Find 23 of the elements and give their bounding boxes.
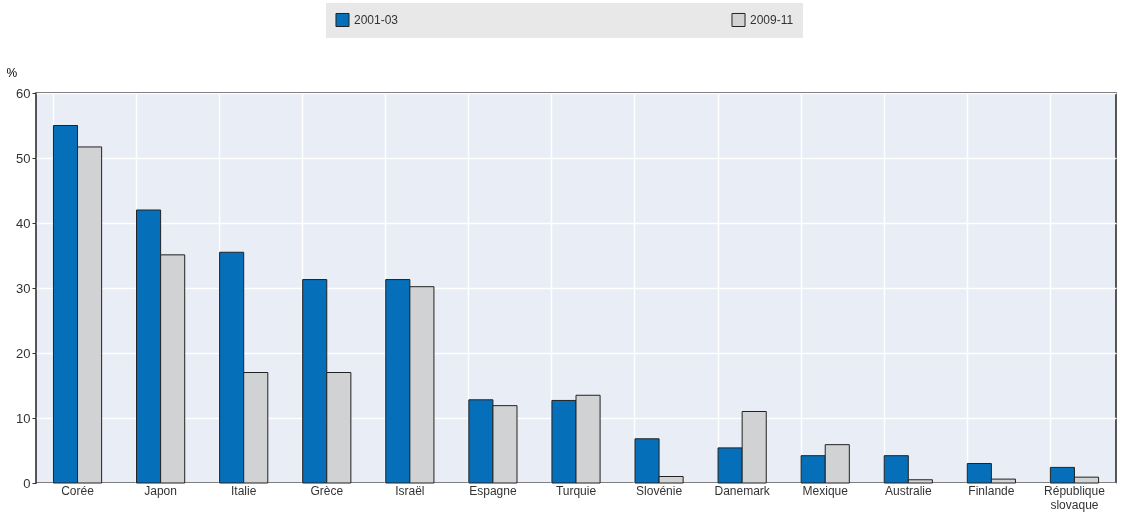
y-tick-label: 20 bbox=[16, 345, 31, 361]
x-tick-label: Slovénie bbox=[636, 483, 683, 498]
y-tick-label: 0 bbox=[23, 475, 31, 491]
x-tick-label: Australie bbox=[884, 483, 932, 498]
x-tick-label: République slovaque bbox=[1044, 483, 1106, 512]
y-tick-label: 10 bbox=[16, 410, 31, 426]
legend-label: 2009-11 bbox=[750, 12, 794, 27]
y-tick-label: 40 bbox=[16, 215, 31, 231]
y-axis-title: % bbox=[6, 65, 18, 80]
x-tick-label: Finlande bbox=[968, 483, 1015, 498]
x-tick-label: Israël bbox=[395, 483, 425, 498]
y-tick-label: 30 bbox=[16, 280, 31, 296]
y-tick-label: 60 bbox=[16, 85, 31, 101]
legend-label: 2001-03 bbox=[354, 12, 399, 27]
x-tick-label: Italie bbox=[231, 483, 257, 498]
x-tick-label: Japon bbox=[144, 483, 177, 498]
x-tick-label: Danemark bbox=[714, 483, 771, 498]
x-tick-label: Corée bbox=[61, 483, 95, 498]
x-tick-label: Grèce bbox=[310, 483, 344, 498]
y-tick-label: 50 bbox=[16, 150, 31, 166]
x-tick-label: Espagne bbox=[469, 483, 517, 498]
x-tick-label: Mexique bbox=[802, 483, 849, 498]
x-tick-label: Turquie bbox=[555, 483, 597, 498]
